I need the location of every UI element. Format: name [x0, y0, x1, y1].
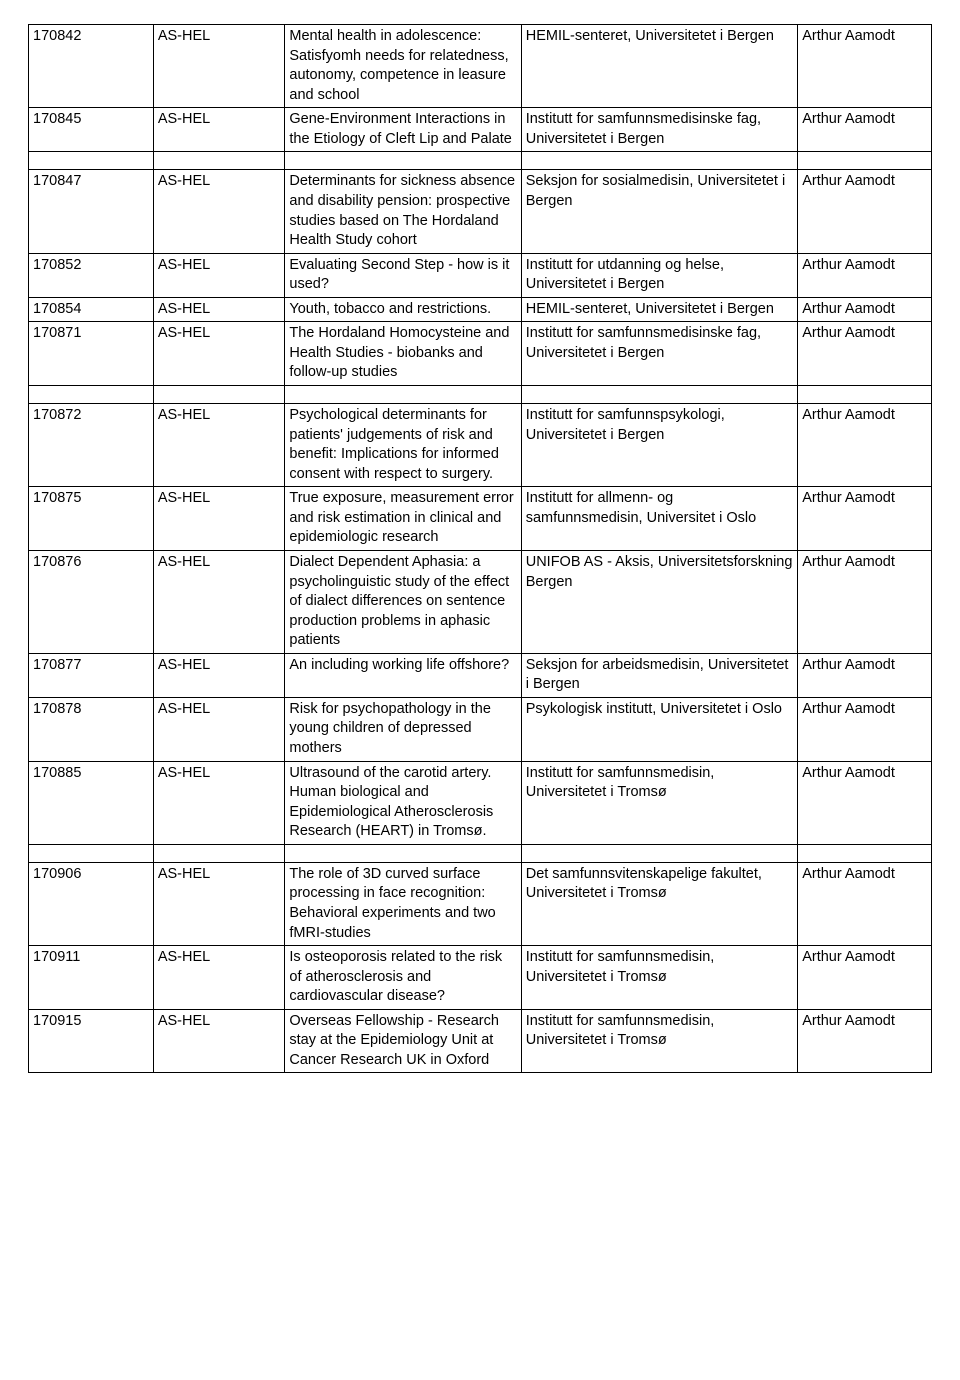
cell-person: Arthur Aamodt: [798, 946, 932, 1010]
cell-title: Youth, tobacco and restrictions.: [285, 297, 521, 322]
cell-title: Determinants for sickness absence and di…: [285, 170, 521, 253]
cell-person: Arthur Aamodt: [798, 862, 932, 945]
cell-code: AS-HEL: [153, 25, 285, 108]
table-row: 170845AS-HELGene-Environment Interaction…: [29, 108, 932, 152]
cell-person: Arthur Aamodt: [798, 253, 932, 297]
cell-title: Ultrasound of the carotid artery. Human …: [285, 761, 521, 844]
cell-person: Arthur Aamodt: [798, 25, 932, 108]
cell-institution: Institutt for samfunnsmedisinske fag, Un…: [521, 322, 797, 386]
cell-id: 170915: [29, 1009, 154, 1073]
cell-code: AS-HEL: [153, 322, 285, 386]
cell-person: Arthur Aamodt: [798, 761, 932, 844]
cell-institution: Institutt for samfunnsmedisin, Universit…: [521, 761, 797, 844]
cell-title: Gene-Environment Interactions in the Eti…: [285, 108, 521, 152]
cell-code: AS-HEL: [153, 1009, 285, 1073]
table-row: 170906AS-HELThe role of 3D curved surfac…: [29, 862, 932, 945]
spacer-row: [29, 152, 932, 170]
projects-table: 170842AS-HELMental health in adolescence…: [28, 24, 932, 1073]
cell-institution: Institutt for utdanning og helse, Univer…: [521, 253, 797, 297]
cell-title: True exposure, measurement error and ris…: [285, 487, 521, 551]
cell-title: Psychological determinants for patients'…: [285, 404, 521, 487]
table-row: 170871AS-HELThe Hordaland Homocysteine a…: [29, 322, 932, 386]
cell-title: Mental health in adolescence: Satisfyomh…: [285, 25, 521, 108]
cell-code: AS-HEL: [153, 862, 285, 945]
cell-institution: Institutt for samfunnspsykologi, Univers…: [521, 404, 797, 487]
cell-code: AS-HEL: [153, 487, 285, 551]
cell-code: AS-HEL: [153, 404, 285, 487]
cell-person: Arthur Aamodt: [798, 653, 932, 697]
cell-person: Arthur Aamodt: [798, 697, 932, 761]
table-row: 170872AS-HELPsychological determinants f…: [29, 404, 932, 487]
cell-id: 170854: [29, 297, 154, 322]
cell-institution: Seksjon for arbeidsmedisin, Universitete…: [521, 653, 797, 697]
cell-institution: Institutt for samfunnsmedisin, Universit…: [521, 1009, 797, 1073]
table-row: 170854AS-HELYouth, tobacco and restricti…: [29, 297, 932, 322]
cell-code: AS-HEL: [153, 170, 285, 253]
cell-person: Arthur Aamodt: [798, 487, 932, 551]
table-row: 170875AS-HELTrue exposure, measurement e…: [29, 487, 932, 551]
cell-institution: Institutt for samfunnsmedisinske fag, Un…: [521, 108, 797, 152]
cell-id: 170842: [29, 25, 154, 108]
cell-institution: UNIFOB AS - Aksis, Universitetsforskning…: [521, 550, 797, 653]
cell-person: Arthur Aamodt: [798, 1009, 932, 1073]
cell-person: Arthur Aamodt: [798, 108, 932, 152]
cell-id: 170878: [29, 697, 154, 761]
cell-institution: Institutt for samfunnsmedisin, Universit…: [521, 946, 797, 1010]
cell-title: Overseas Fellowship - Research stay at t…: [285, 1009, 521, 1073]
cell-code: AS-HEL: [153, 297, 285, 322]
cell-title: Dialect Dependent Aphasia: a psycholingu…: [285, 550, 521, 653]
table-row: 170911AS-HELIs osteoporosis related to t…: [29, 946, 932, 1010]
cell-id: 170885: [29, 761, 154, 844]
cell-person: Arthur Aamodt: [798, 322, 932, 386]
cell-id: 170872: [29, 404, 154, 487]
table-row: 170842AS-HELMental health in adolescence…: [29, 25, 932, 108]
cell-code: AS-HEL: [153, 761, 285, 844]
cell-person: Arthur Aamodt: [798, 404, 932, 487]
table-row: 170876AS-HELDialect Dependent Aphasia: a…: [29, 550, 932, 653]
cell-institution: HEMIL-senteret, Universitetet i Bergen: [521, 25, 797, 108]
cell-code: AS-HEL: [153, 253, 285, 297]
cell-id: 170845: [29, 108, 154, 152]
table-row: 170915AS-HELOverseas Fellowship - Resear…: [29, 1009, 932, 1073]
cell-person: Arthur Aamodt: [798, 297, 932, 322]
cell-id: 170871: [29, 322, 154, 386]
spacer-row: [29, 844, 932, 862]
cell-title: Evaluating Second Step - how is it used?: [285, 253, 521, 297]
cell-institution: Det samfunnsvitenskapelige fakultet, Uni…: [521, 862, 797, 945]
table-row: 170877AS-HELAn including working life of…: [29, 653, 932, 697]
cell-person: Arthur Aamodt: [798, 170, 932, 253]
cell-title: The role of 3D curved surface processing…: [285, 862, 521, 945]
cell-id: 170847: [29, 170, 154, 253]
cell-code: AS-HEL: [153, 946, 285, 1010]
cell-title: An including working life offshore?: [285, 653, 521, 697]
cell-code: AS-HEL: [153, 697, 285, 761]
table-row: 170847AS-HELDeterminants for sickness ab…: [29, 170, 932, 253]
table-row: 170878AS-HELRisk for psychopathology in …: [29, 697, 932, 761]
cell-title: Is osteoporosis related to the risk of a…: [285, 946, 521, 1010]
cell-title: The Hordaland Homocysteine and Health St…: [285, 322, 521, 386]
spacer-row: [29, 386, 932, 404]
table-row: 170885AS-HELUltrasound of the carotid ar…: [29, 761, 932, 844]
cell-id: 170876: [29, 550, 154, 653]
cell-id: 170875: [29, 487, 154, 551]
cell-institution: Institutt for allmenn- og samfunnsmedisi…: [521, 487, 797, 551]
cell-code: AS-HEL: [153, 108, 285, 152]
cell-institution: Seksjon for sosialmedisin, Universitetet…: [521, 170, 797, 253]
cell-id: 170906: [29, 862, 154, 945]
cell-title: Risk for psychopathology in the young ch…: [285, 697, 521, 761]
cell-code: AS-HEL: [153, 550, 285, 653]
cell-code: AS-HEL: [153, 653, 285, 697]
cell-institution: HEMIL-senteret, Universitetet i Bergen: [521, 297, 797, 322]
table-row: 170852AS-HELEvaluating Second Step - how…: [29, 253, 932, 297]
cell-id: 170911: [29, 946, 154, 1010]
cell-id: 170877: [29, 653, 154, 697]
cell-person: Arthur Aamodt: [798, 550, 932, 653]
cell-id: 170852: [29, 253, 154, 297]
cell-institution: Psykologisk institutt, Universitetet i O…: [521, 697, 797, 761]
